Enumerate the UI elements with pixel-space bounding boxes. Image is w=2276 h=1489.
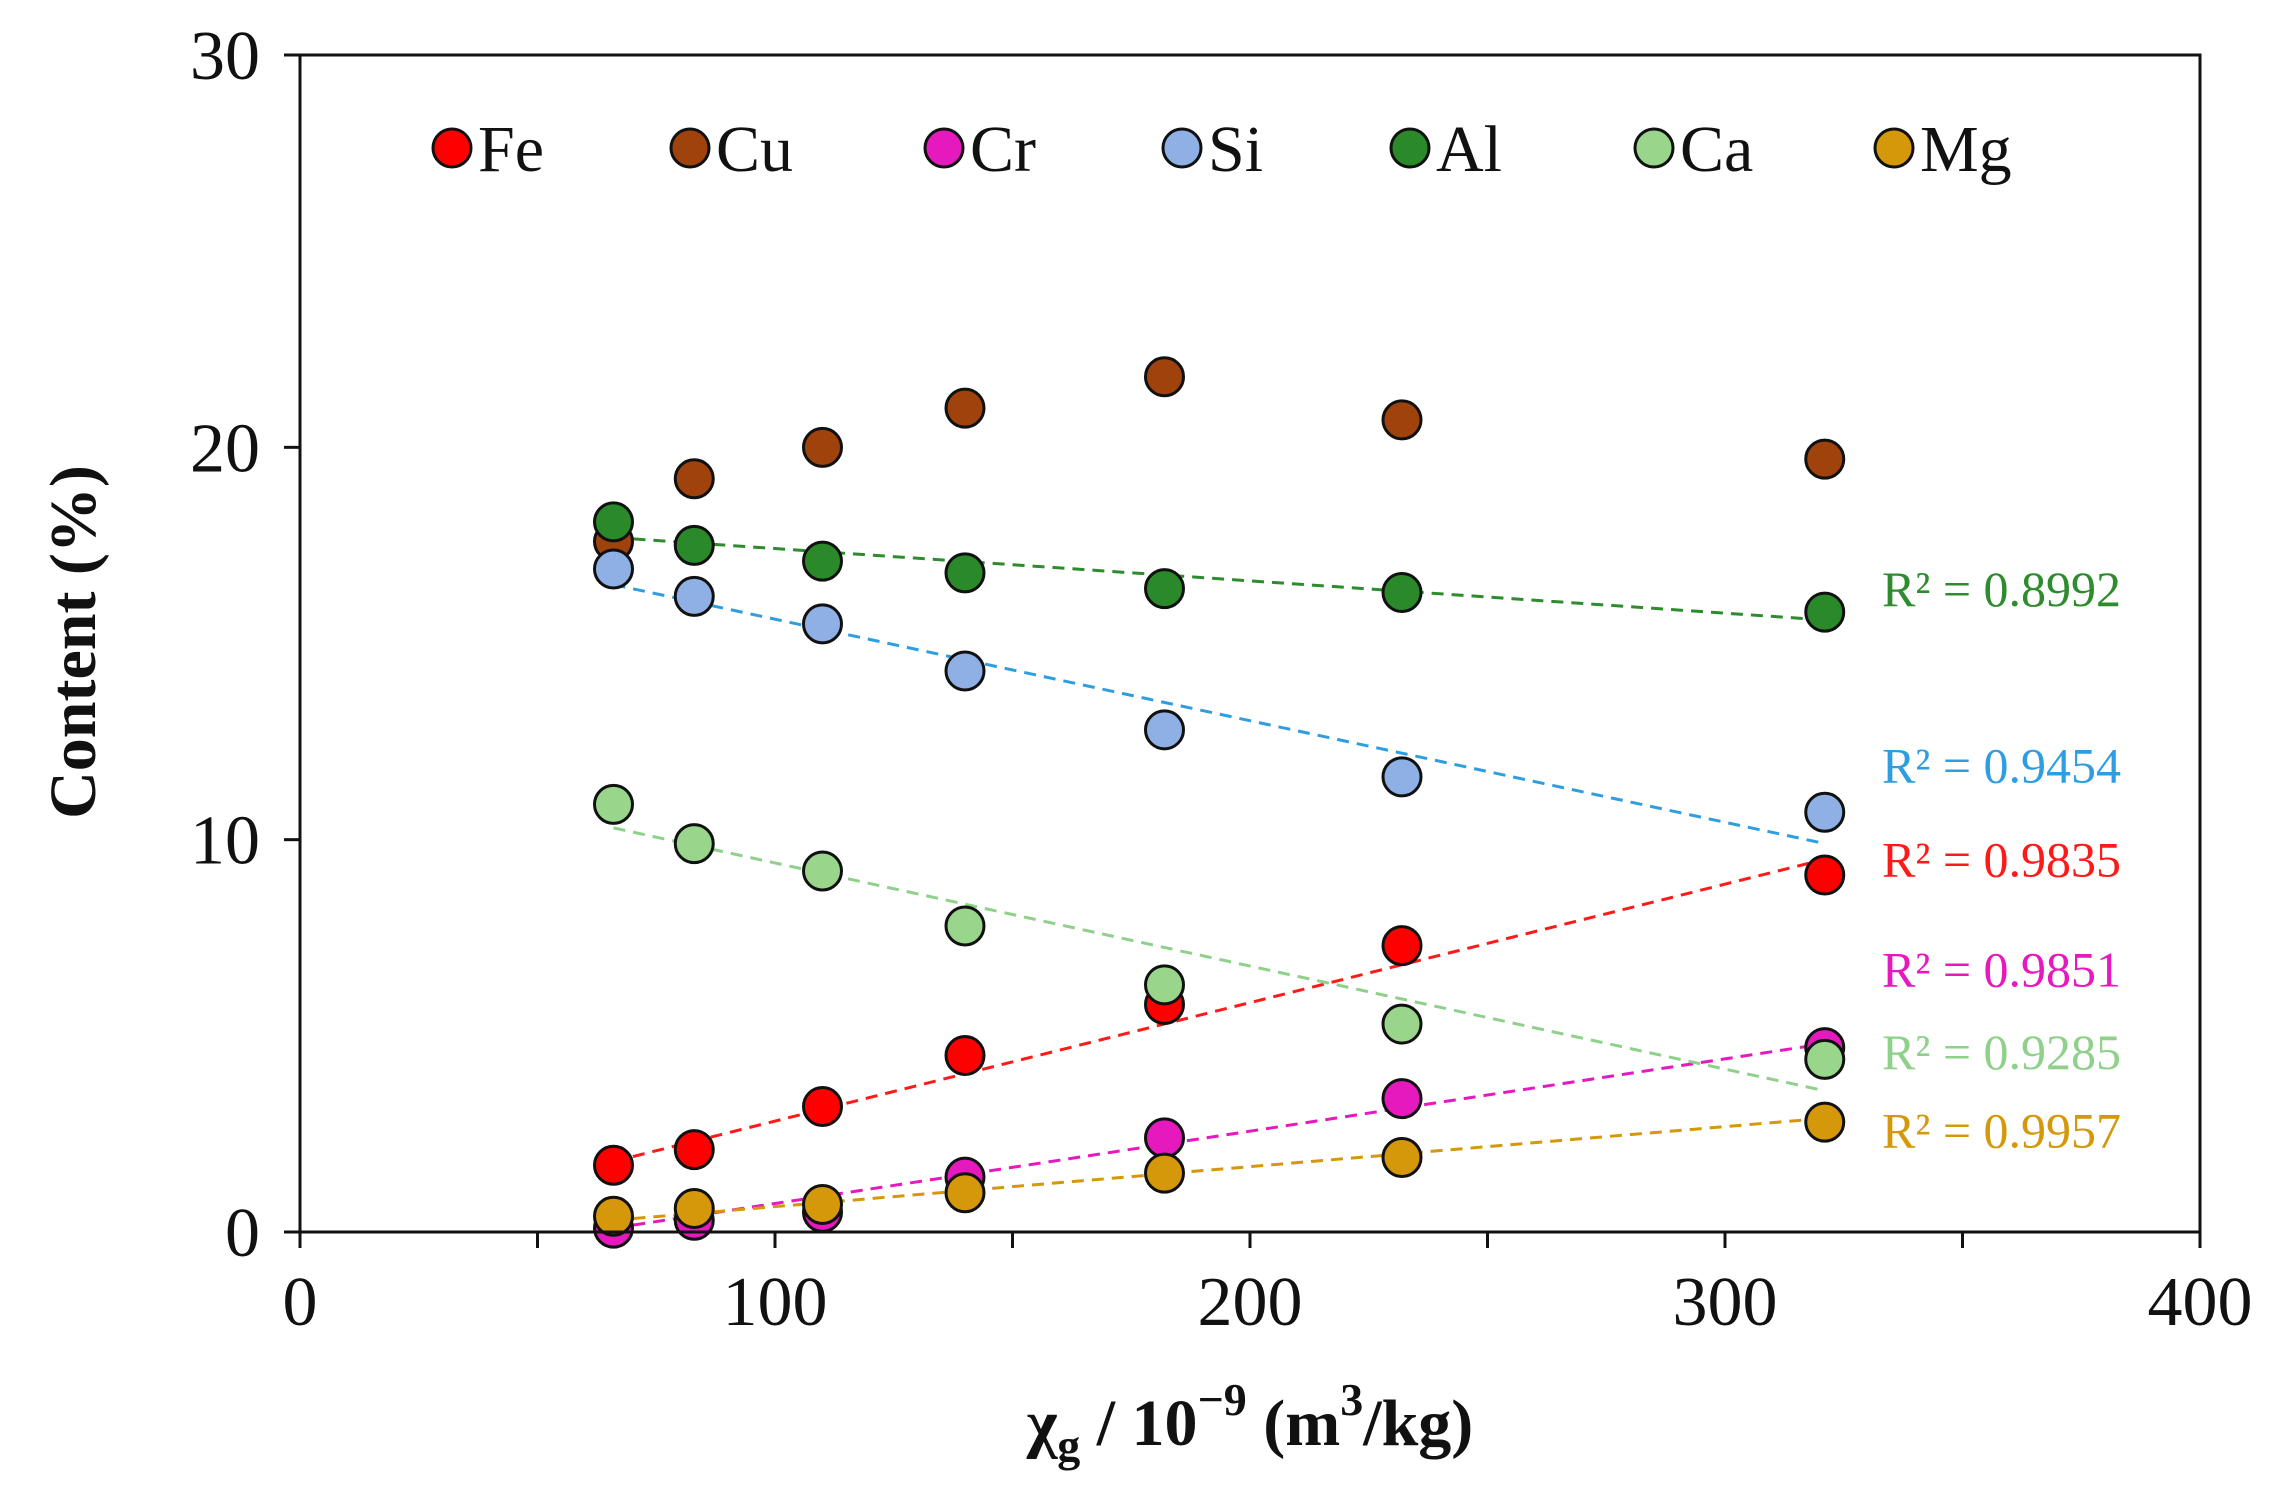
x-axis-title-symbol: χ — [1026, 1387, 1059, 1460]
x-axis-title-unit-close: /kg) — [1362, 1387, 1473, 1460]
point-ca-1 — [673, 823, 715, 865]
point-fe-6 — [1804, 854, 1846, 896]
r2-label-fe: R² = 0.9835 — [1882, 832, 2121, 888]
r2-label-ca: R² = 0.9285 — [1882, 1024, 2121, 1080]
point-si-6 — [1804, 791, 1846, 833]
y-axis-title: Content (%) — [37, 465, 110, 819]
point-si-1 — [673, 575, 715, 617]
r2-label-cr: R² = 0.9851 — [1882, 942, 2121, 998]
x-tick-label-100: 100 — [723, 1264, 828, 1341]
point-mg-6 — [1804, 1101, 1846, 1143]
legend-label-cr: Cr — [970, 113, 1036, 186]
point-mg-0 — [593, 1195, 634, 1237]
legend-label-si: Si — [1208, 113, 1263, 186]
x-tick-label-0: 0 — [283, 1264, 318, 1341]
legend-label-fe: Fe — [478, 113, 544, 186]
legend-marker-cu — [669, 127, 711, 169]
x-tick-label-300: 300 — [1673, 1264, 1778, 1341]
point-ca-6 — [1804, 1038, 1846, 1080]
y-tick-label-20: 20 — [190, 410, 260, 487]
point-al-3 — [944, 552, 986, 594]
legend-marker-si — [1161, 127, 1203, 169]
point-fe-1 — [673, 1129, 715, 1171]
point-al-4 — [1144, 568, 1185, 610]
point-al-0 — [593, 501, 634, 543]
legend-label-ca: Ca — [1680, 113, 1753, 186]
x-axis-title-subscript: g — [1057, 1420, 1080, 1471]
y-tick-label-30: 30 — [190, 18, 260, 95]
legend-marker-cr — [923, 127, 965, 169]
point-fe-5 — [1381, 925, 1423, 967]
point-fe-0 — [593, 1144, 634, 1186]
r2-label-mg: R² = 0.9957 — [1882, 1102, 2121, 1158]
point-fe-3 — [944, 1034, 986, 1076]
point-ca-2 — [802, 850, 843, 892]
point-mg-3 — [944, 1172, 986, 1214]
point-si-5 — [1381, 756, 1423, 798]
point-ca-3 — [944, 905, 986, 947]
point-mg-1 — [673, 1187, 715, 1229]
point-al-5 — [1381, 571, 1423, 613]
data-point-layer — [593, 356, 1846, 1249]
point-cr-5 — [1381, 1078, 1423, 1120]
x-axis-title-exponent: −9 — [1198, 1374, 1247, 1425]
legend-marker-mg — [1873, 127, 1915, 169]
point-mg-2 — [802, 1184, 843, 1226]
x-axis-title-middle: / 10 — [1080, 1387, 1197, 1460]
point-cu-3 — [944, 387, 986, 429]
point-fe-2 — [802, 1085, 843, 1127]
legend-marker-al — [1389, 127, 1431, 169]
r2-label-layer: R² = 0.8992 R² = 0.9454 R² = 0.9835 R² = 0.… — [1882, 561, 2121, 1158]
x-tick-label-400: 400 — [2148, 1264, 2253, 1341]
point-mg-4 — [1144, 1152, 1185, 1194]
y-tick-label-0: 0 — [225, 1195, 260, 1272]
point-si-4 — [1144, 709, 1185, 751]
axis-layer: 0 100 200 300 400 0 10 20 30 — [190, 18, 2253, 1341]
point-ca-0 — [593, 783, 634, 825]
legend: Fe Cu Cr Si Al Ca Mg — [431, 113, 2012, 186]
r2-label-al: R² = 0.8992 — [1882, 561, 2121, 617]
point-cu-4 — [1144, 356, 1185, 398]
legend-label-al: Al — [1436, 113, 1502, 186]
legend-label-cu: Cu — [716, 113, 793, 186]
point-ca-4 — [1144, 964, 1185, 1006]
point-cu-5 — [1381, 399, 1423, 441]
point-cr-4 — [1144, 1117, 1185, 1159]
x-tick-label-200: 200 — [1198, 1264, 1303, 1341]
r2-label-si: R² = 0.9454 — [1882, 738, 2121, 794]
x-axis-title: χg / 10−9 (m3/kg) — [1026, 1374, 1474, 1471]
point-si-2 — [802, 603, 843, 645]
y-tick-label-10: 10 — [190, 803, 260, 880]
point-cu-2 — [802, 426, 843, 468]
point-cu-6 — [1804, 438, 1846, 480]
point-al-2 — [802, 540, 843, 582]
x-axis-title-unit-exponent: 3 — [1340, 1374, 1363, 1425]
point-si-3 — [944, 650, 986, 692]
legend-label-mg: Mg — [1920, 113, 2012, 186]
x-axis-title-unit-open: (m — [1247, 1387, 1340, 1460]
point-ca-5 — [1381, 1003, 1423, 1045]
point-cu-1 — [673, 458, 715, 500]
legend-marker-ca — [1633, 127, 1675, 169]
point-mg-5 — [1381, 1136, 1423, 1178]
point-al-6 — [1804, 591, 1846, 633]
point-al-1 — [673, 524, 715, 566]
point-si-0 — [593, 548, 634, 590]
legend-marker-fe — [431, 127, 473, 169]
